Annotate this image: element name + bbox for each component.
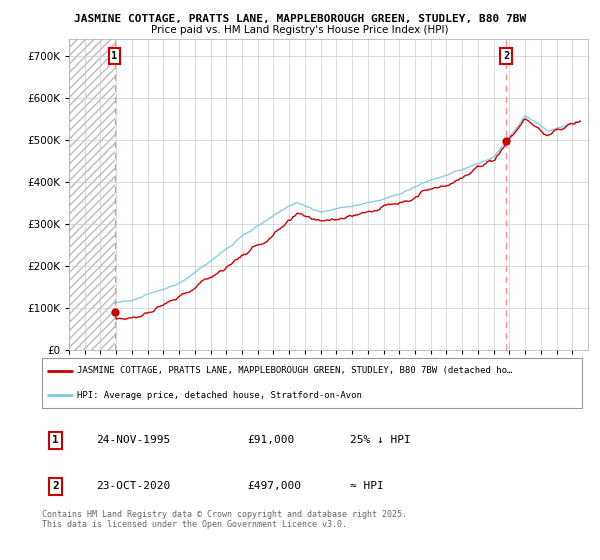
Text: JASMINE COTTAGE, PRATTS LANE, MAPPLEBOROUGH GREEN, STUDLEY, B80 7BW: JASMINE COTTAGE, PRATTS LANE, MAPPLEBORO… — [74, 14, 526, 24]
Text: £91,000: £91,000 — [247, 435, 295, 445]
Text: 25% ↓ HPI: 25% ↓ HPI — [350, 435, 410, 445]
Text: 23-OCT-2020: 23-OCT-2020 — [96, 482, 170, 492]
Text: 1: 1 — [52, 435, 59, 445]
Text: £497,000: £497,000 — [247, 482, 301, 492]
Text: 2: 2 — [52, 482, 59, 492]
Text: Price paid vs. HM Land Registry's House Price Index (HPI): Price paid vs. HM Land Registry's House … — [151, 25, 449, 35]
Text: JASMINE COTTAGE, PRATTS LANE, MAPPLEBOROUGH GREEN, STUDLEY, B80 7BW (detached ho: JASMINE COTTAGE, PRATTS LANE, MAPPLEBORO… — [77, 366, 512, 375]
Text: HPI: Average price, detached house, Stratford-on-Avon: HPI: Average price, detached house, Stra… — [77, 391, 362, 400]
Bar — [69, 39, 115, 350]
Text: 24-NOV-1995: 24-NOV-1995 — [96, 435, 170, 445]
Text: ≈ HPI: ≈ HPI — [350, 482, 383, 492]
Text: 2: 2 — [503, 51, 509, 61]
Text: 1: 1 — [112, 51, 118, 61]
Text: Contains HM Land Registry data © Crown copyright and database right 2025.
This d: Contains HM Land Registry data © Crown c… — [42, 510, 407, 529]
